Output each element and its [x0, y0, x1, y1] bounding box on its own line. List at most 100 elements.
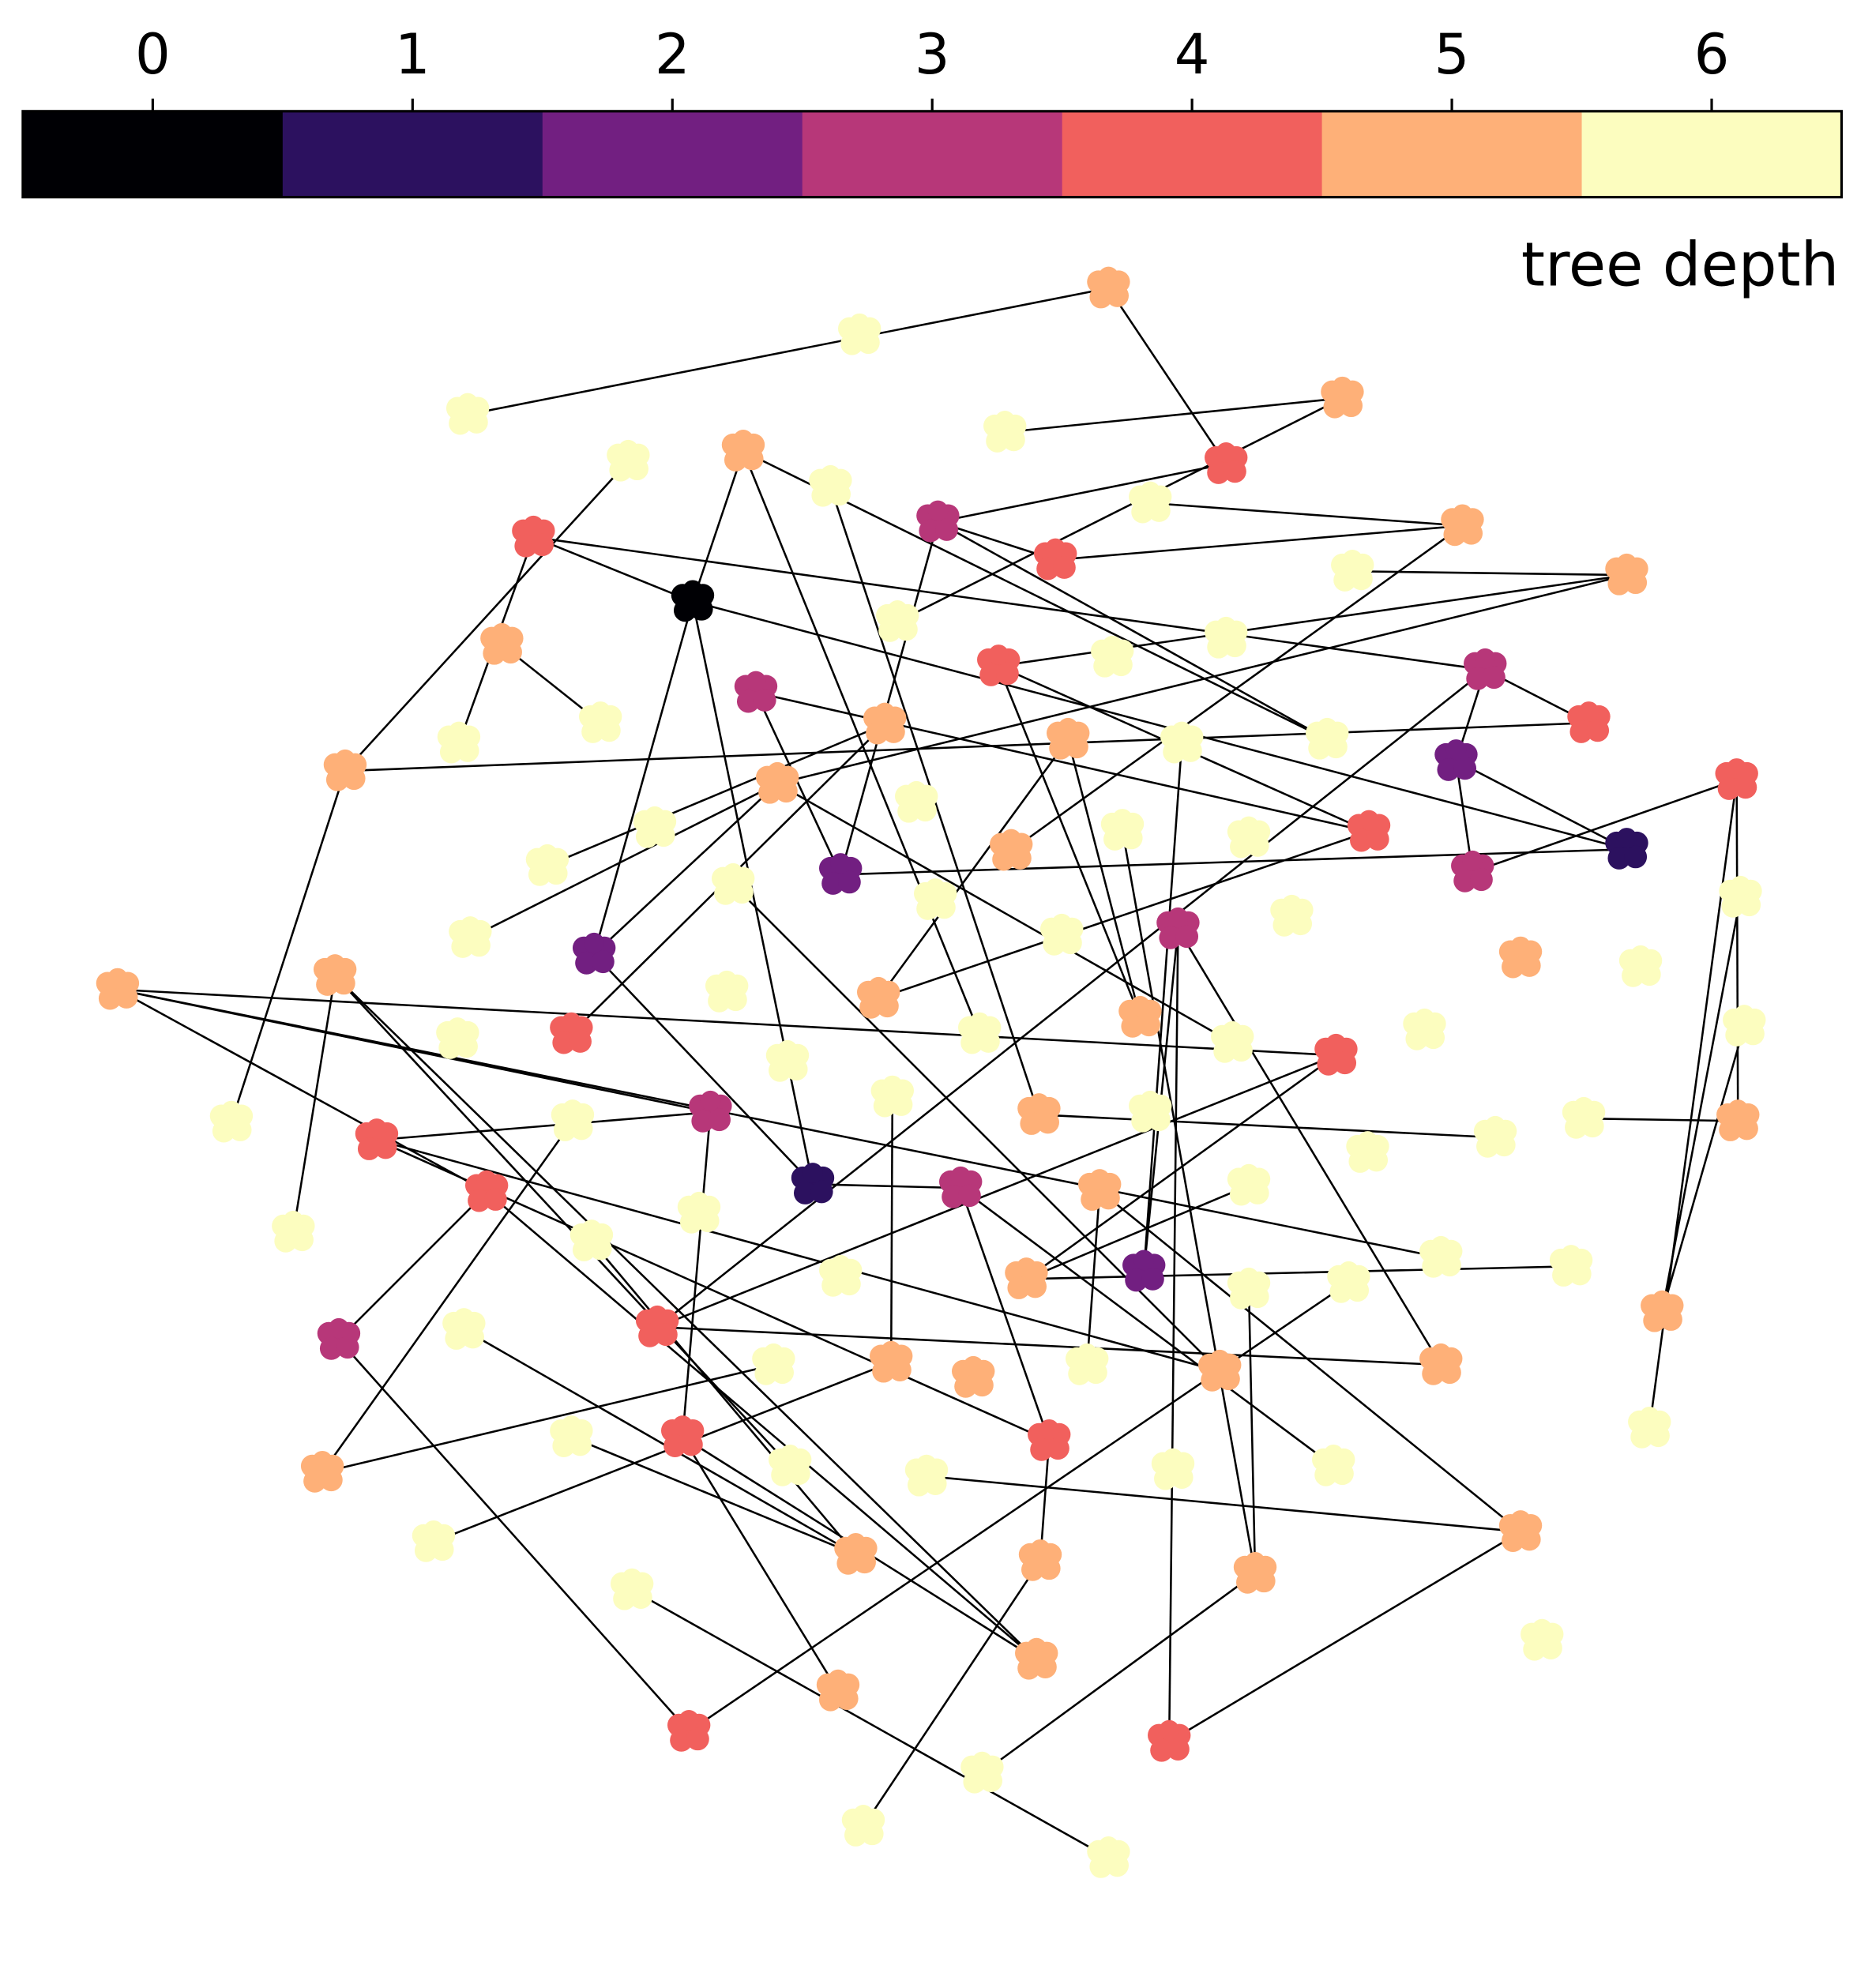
node-dot [820, 464, 841, 486]
tree-node [480, 622, 524, 665]
tree-node [1151, 1448, 1195, 1490]
node-dot [1106, 1854, 1130, 1877]
node-dot [670, 1728, 693, 1752]
node-dot [1630, 1425, 1654, 1449]
tree-edge [688, 1282, 1350, 1733]
tree-node [1028, 1419, 1071, 1461]
node-dot [686, 1727, 709, 1751]
node-dot [1002, 428, 1025, 452]
node-dot [1502, 955, 1524, 979]
node-dot [312, 1450, 333, 1471]
tree-node [1347, 810, 1391, 852]
node-dot [575, 951, 598, 975]
node-dot [1125, 1268, 1148, 1292]
node-dot [828, 483, 851, 506]
tree-node [551, 1099, 595, 1141]
node-dot [1148, 1108, 1171, 1132]
node-dot [754, 1362, 778, 1385]
tree-edge [981, 1573, 1256, 1775]
colorbar-label: tree depth [1521, 231, 1839, 301]
tree-node [958, 1012, 1002, 1054]
tree-node [323, 749, 367, 791]
tree-node [916, 500, 960, 543]
node-dot [1036, 557, 1060, 581]
node-dot [476, 1170, 497, 1191]
node-dot [1163, 1448, 1183, 1469]
tree-edge [376, 1110, 711, 1141]
colorbar: 0 1 2 3 4 5 6 [21, 22, 1844, 199]
tree-node [272, 1210, 315, 1253]
node-dot [913, 799, 937, 822]
node-dot [1325, 735, 1348, 759]
node-dot [491, 622, 513, 644]
node-dot [336, 1336, 359, 1359]
node-dot [1639, 1406, 1660, 1427]
tree-node [834, 1532, 878, 1575]
tree-node [1205, 616, 1248, 659]
tree-node [1156, 907, 1200, 949]
tree-node [721, 430, 765, 472]
node-dot [1121, 1014, 1145, 1038]
tree-node [1227, 1267, 1271, 1310]
node-dot [1049, 736, 1073, 760]
node-dot [932, 896, 956, 919]
node-dot [673, 599, 697, 622]
node-dot [771, 1463, 794, 1486]
node-dot [274, 1229, 298, 1253]
node-dot [977, 1030, 1000, 1053]
colorbar-cell [802, 111, 1063, 197]
tree-node [1628, 1406, 1671, 1449]
node-dot [569, 1030, 592, 1053]
tree-node [1312, 1444, 1355, 1486]
tree-edge [570, 1436, 856, 1556]
node-dot [1017, 1656, 1041, 1680]
node-dot [1159, 1719, 1180, 1741]
node-dot [1624, 845, 1648, 869]
node-dot [449, 721, 469, 742]
colorbar-cell [1321, 111, 1583, 197]
node-dot [1317, 1052, 1340, 1076]
tree-edge [878, 738, 1069, 999]
node-dot [316, 973, 339, 996]
tree-edge [776, 782, 1233, 1044]
tree-node [313, 954, 357, 996]
node-dot [1053, 556, 1076, 579]
node-dot [499, 641, 522, 664]
tree-node [436, 1017, 479, 1059]
node-dot [1026, 1637, 1047, 1659]
node-dot [1568, 1262, 1592, 1286]
node-dot [1167, 1738, 1190, 1761]
node-dot [1637, 963, 1661, 986]
tree-node [1227, 816, 1271, 859]
tree-node [1562, 1096, 1606, 1139]
tree-node [1047, 717, 1090, 760]
node-dot [414, 1539, 438, 1562]
tree-edge [926, 1475, 1521, 1533]
tree-node [578, 701, 622, 743]
tree-edge [1177, 928, 1442, 1366]
node-dot [1001, 829, 1022, 850]
tree-edge [959, 1187, 1051, 1441]
tree-node [442, 1308, 486, 1350]
node-dot [1348, 1150, 1372, 1173]
node-dot [626, 457, 648, 481]
tree-edge [755, 691, 1370, 833]
node-dot [916, 897, 940, 920]
tree-node [412, 1520, 456, 1562]
node-dot [1586, 719, 1610, 742]
node-dot [771, 1361, 794, 1385]
node-dot [553, 1118, 577, 1141]
node-dot [866, 721, 889, 745]
node-dot [622, 1568, 642, 1589]
node-dot [1510, 936, 1531, 957]
node-dot [925, 878, 946, 899]
node-dot [1726, 758, 1747, 779]
node-dot [1357, 1131, 1378, 1152]
tree-edge [937, 520, 1328, 741]
node-dot [849, 313, 870, 334]
tree-node [1227, 1163, 1271, 1206]
tree-node [1122, 1250, 1166, 1292]
node-dot [708, 989, 731, 1013]
tree-edge [998, 665, 1141, 1018]
colorbar-cell [1581, 111, 1843, 197]
